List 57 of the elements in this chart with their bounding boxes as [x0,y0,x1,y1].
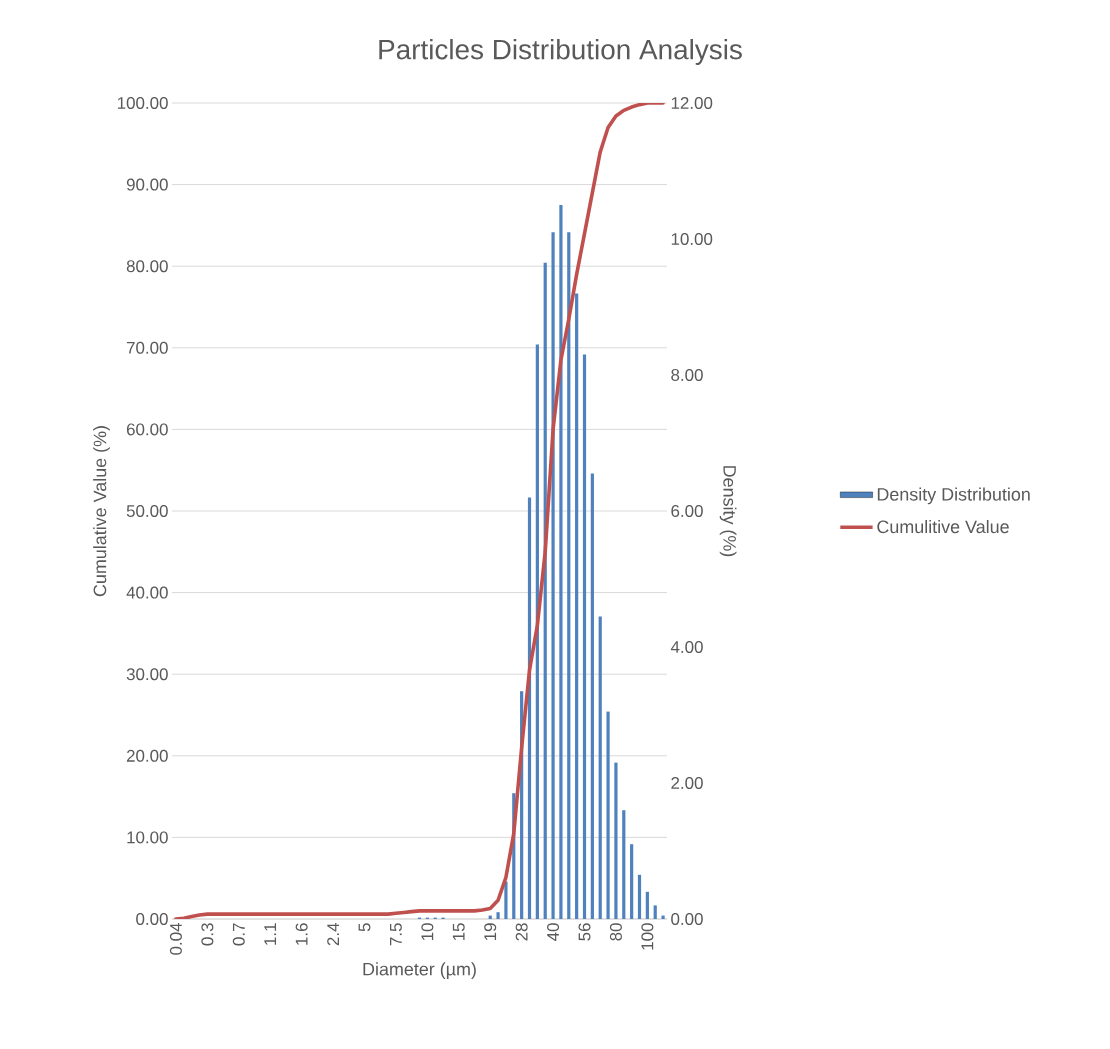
chart-title: Particles Distribution Analysis [379,39,742,65]
y2-tick-label: 12.00 [671,96,713,109]
x-tick-label: 1.6 [295,923,308,945]
bar [645,891,649,919]
y-tick-label: 50.00 [126,505,168,517]
legend-label: Cumulitive Value [877,519,1009,534]
x-tick-label: 19 [484,923,497,941]
x-tick-label: 0.3 [201,923,214,946]
y-tick-label: 10.00 [127,831,168,844]
y-tick-label: 0.00 [136,913,168,925]
bar [614,762,618,919]
y2-tick-label: 10.00 [671,232,713,245]
bar [606,711,610,919]
y2-tick-label: 8.00 [671,368,703,381]
y-tick-label: 20.00 [126,749,168,762]
bar [551,232,555,919]
y-tick-label: 40.00 [126,586,168,599]
x-tick-label: 100 [641,923,654,950]
x-axis-title: Diameter (µm) [363,962,476,980]
y-tick-label: 90.00 [126,178,168,191]
bar [590,473,594,919]
x-tick-label: 15 [452,923,465,941]
bar [504,881,508,919]
x-tick-label: 1.1 [264,923,277,945]
y-tick-label: 60.00 [126,423,168,436]
bar [637,874,642,919]
x-tick-label: 2.4 [327,923,339,946]
bar [598,616,602,919]
y-axis-title: Cumulative Value (%) [93,426,110,597]
bar [559,204,563,919]
bar [661,915,665,919]
y2-tick-label: 0.00 [671,913,703,925]
y2-tick-label: 6.00 [671,505,703,517]
y2-axis-title: Density (%) [719,466,737,557]
x-tick-label: 5 [358,923,371,932]
y-tick-label: 30.00 [126,668,168,681]
x-tick-label: 40 [547,923,560,941]
y-tick-label: 70.00 [126,341,168,354]
x-tick-label: 10 [421,923,434,941]
y-tick-label: 100.00 [117,96,168,109]
y-tick-label: 80.00 [126,260,168,273]
legend-label: Density Distribution [877,487,1030,505]
x-tick-label: 28 [515,923,528,941]
x-tick-label: 0.04 [169,923,182,955]
x-tick-label: 56 [578,923,591,941]
bar [496,912,500,919]
x-tick-label: 0.7 [232,923,245,946]
bar [630,844,634,919]
y2-tick-label: 2.00 [671,777,703,789]
bar [567,232,571,919]
bar [575,293,579,919]
bar [582,354,587,919]
bar [653,905,657,919]
x-tick-label: 80 [609,923,622,941]
x-tick-label: 7.5 [390,923,402,946]
bar [622,810,626,919]
y2-tick-label: 4.00 [670,641,703,653]
